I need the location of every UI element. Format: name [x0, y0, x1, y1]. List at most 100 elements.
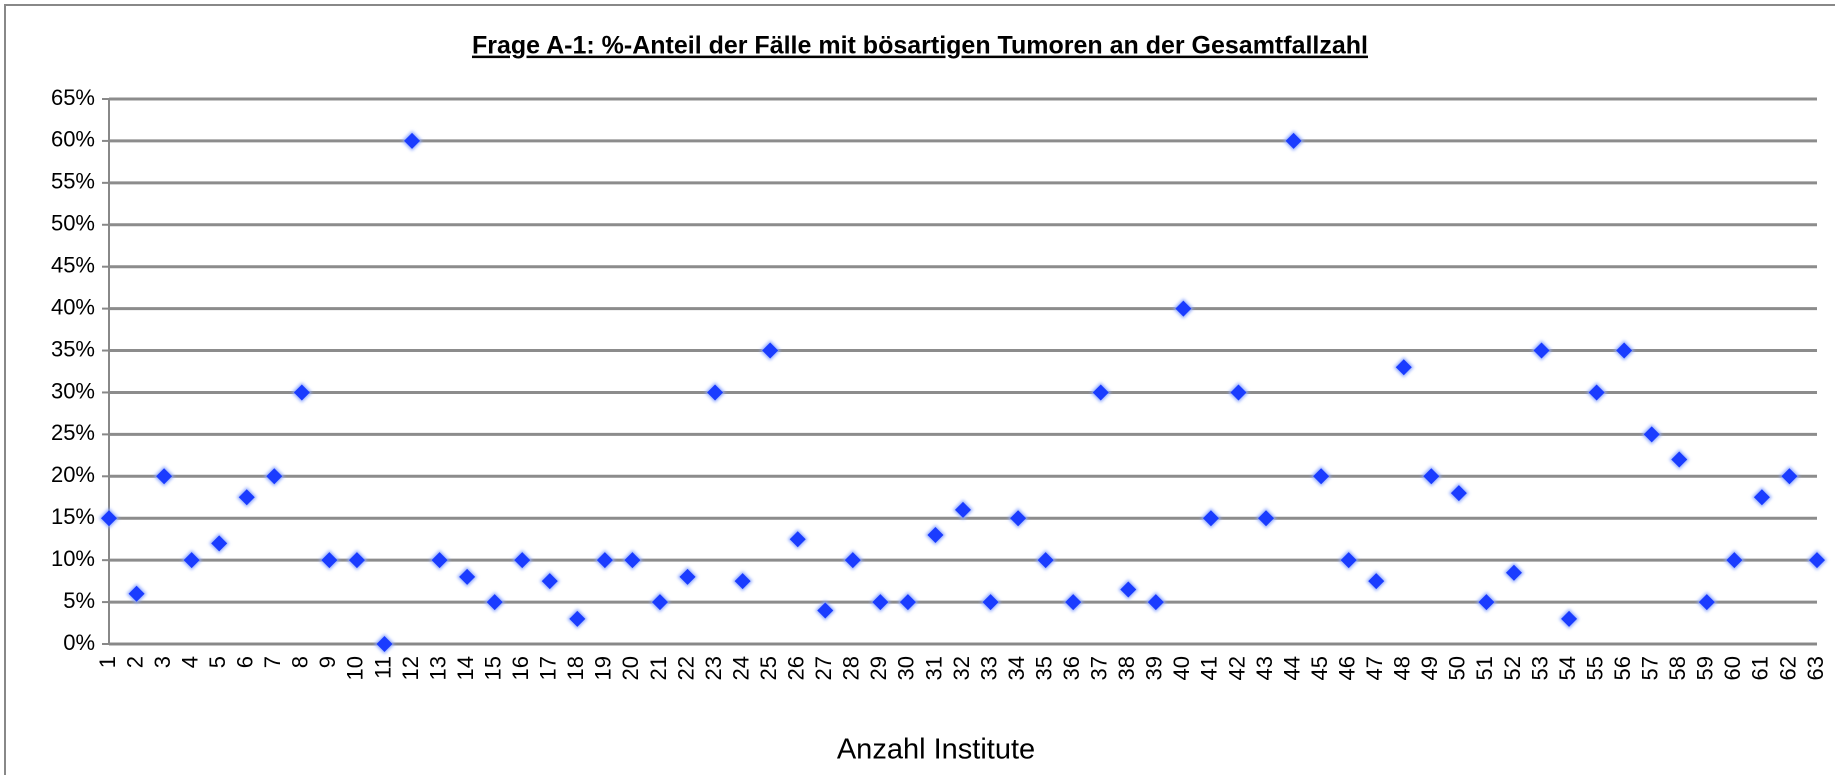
- point: [1421, 466, 1442, 487]
- x-tick-label: 16: [508, 656, 533, 680]
- point-marker: [183, 552, 200, 569]
- point-marker: [1010, 510, 1027, 527]
- x-tick-label: 14: [453, 656, 478, 680]
- point: [567, 608, 588, 629]
- point: [1807, 550, 1827, 571]
- x-tick-label: 30: [894, 656, 919, 680]
- point-marker: [211, 535, 228, 552]
- y-tick-label: 55%: [51, 169, 95, 194]
- x-tick-label: 20: [618, 656, 643, 680]
- point-marker: [459, 568, 476, 585]
- x-tick-label: 38: [1114, 656, 1139, 680]
- point: [594, 550, 615, 571]
- x-tick-label: 33: [976, 656, 1001, 680]
- point: [760, 340, 781, 361]
- x-tick-label: 17: [536, 656, 561, 680]
- x-tick-label: 26: [784, 656, 809, 680]
- point: [870, 592, 891, 613]
- x-tick-label: 44: [1279, 656, 1304, 680]
- x-tick-label: 19: [591, 656, 616, 680]
- point: [925, 525, 946, 545]
- point-marker: [376, 636, 393, 652]
- x-tick-label: 1: [95, 656, 120, 668]
- x-tick-label: 54: [1555, 656, 1580, 680]
- point: [1448, 483, 1469, 504]
- point-marker: [404, 132, 421, 149]
- point: [1366, 571, 1387, 592]
- x-tick-label: 40: [1169, 656, 1194, 680]
- point-marker: [321, 552, 338, 569]
- point-marker: [1533, 342, 1550, 359]
- x-tick-label: 51: [1472, 656, 1497, 680]
- point: [429, 550, 450, 571]
- point-marker: [1478, 594, 1495, 611]
- x-tick-label: 59: [1693, 656, 1718, 680]
- point-marker: [1120, 581, 1137, 598]
- point-marker: [927, 527, 944, 543]
- point: [1118, 579, 1139, 600]
- point: [1559, 608, 1580, 629]
- x-tick-label: 61: [1748, 656, 1773, 680]
- point: [1724, 550, 1745, 571]
- point: [1311, 466, 1332, 487]
- point: [1669, 449, 1690, 470]
- x-tick-label: 22: [673, 656, 698, 680]
- point: [1200, 508, 1221, 529]
- x-tick-label: 39: [1142, 656, 1167, 680]
- point: [209, 533, 230, 554]
- y-tick-label: 20%: [51, 462, 95, 487]
- point-marker: [1588, 384, 1605, 401]
- x-tick-label: 5: [205, 656, 230, 668]
- point: [1228, 382, 1249, 403]
- point: [1145, 592, 1166, 613]
- x-tick-label: 10: [343, 656, 368, 680]
- point: [842, 550, 863, 571]
- point-marker: [1809, 552, 1825, 569]
- y-tick-label: 35%: [51, 336, 95, 361]
- point-marker: [1450, 485, 1467, 502]
- point: [402, 130, 423, 151]
- point: [815, 600, 836, 621]
- x-tick-label: 13: [425, 656, 450, 680]
- point-marker: [955, 501, 971, 518]
- point: [1531, 340, 1552, 361]
- point: [622, 550, 643, 571]
- point-marker: [1643, 426, 1660, 443]
- point-marker: [293, 384, 310, 401]
- x-tick-label: 15: [480, 656, 505, 680]
- point: [1696, 592, 1717, 613]
- x-tick-label: 41: [1197, 656, 1222, 680]
- x-tick-label: 2: [122, 656, 147, 668]
- point: [787, 529, 808, 550]
- point-marker: [899, 594, 916, 611]
- point: [319, 550, 340, 571]
- point-marker: [348, 552, 365, 569]
- y-tick-label: 5%: [63, 588, 95, 613]
- point-marker: [1258, 510, 1275, 527]
- point: [1586, 382, 1607, 403]
- point-marker: [789, 531, 806, 548]
- y-tick-label: 50%: [51, 211, 95, 236]
- point-marker: [596, 552, 613, 569]
- y-tick-label: 10%: [51, 546, 95, 571]
- x-tick-label: 50: [1445, 656, 1470, 680]
- point-marker: [872, 594, 889, 611]
- point-marker: [514, 552, 531, 569]
- x-tick-label: 55: [1582, 656, 1607, 680]
- point-marker: [1423, 468, 1440, 485]
- x-tick-label: 3: [150, 656, 175, 668]
- point: [291, 382, 312, 403]
- x-tick-label: 21: [646, 656, 671, 680]
- point-marker: [569, 610, 586, 627]
- y-tick-label: 45%: [51, 253, 95, 278]
- x-axis-label: Anzahl Institute: [837, 734, 1035, 766]
- point-marker: [541, 573, 558, 590]
- point-marker: [486, 594, 503, 611]
- x-tick-label: 9: [315, 656, 340, 668]
- chart-border: [4, 4, 1835, 775]
- point: [1063, 592, 1084, 613]
- x-tick-label: 48: [1390, 656, 1415, 680]
- chart-title: Frage A-1: %-Anteil der Fälle mit bösart…: [472, 32, 1368, 60]
- y-tick-label: 30%: [51, 378, 95, 403]
- point: [953, 499, 973, 520]
